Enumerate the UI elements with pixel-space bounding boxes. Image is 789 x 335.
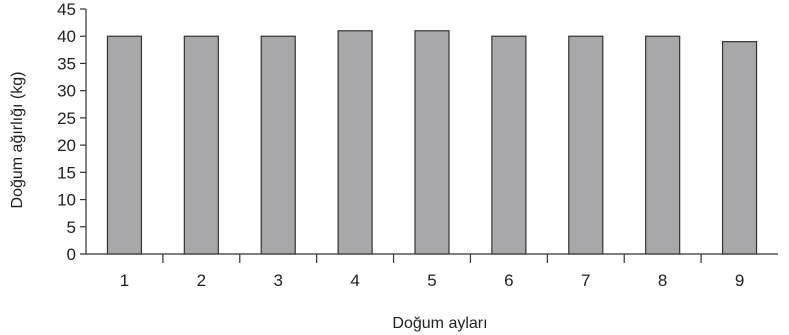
bar [645,35,681,255]
y-tick-label: 10 [57,191,76,210]
x-tick-label: 4 [350,271,359,290]
bar [491,35,527,255]
y-axis-title: Doğum ağırlığı (kg) [9,72,26,209]
bar [337,30,373,255]
y-tick-label: 5 [67,218,76,237]
y-tick-label: 35 [57,54,76,73]
bar [414,30,450,255]
x-tick-label: 6 [504,271,513,290]
bar [106,35,143,255]
y-tick-label: 30 [57,82,76,101]
x-tick-label: 3 [273,271,282,290]
y-tick-label: 25 [57,109,76,128]
x-tick-label: 9 [735,271,744,290]
x-tick-label: 7 [581,271,590,290]
y-axis: 0 5 10 15 20 25 30 35 40 45 [57,0,87,264]
x-tick-label: 1 [120,271,129,290]
x-axis: 1 2 3 4 5 6 7 8 9 [86,253,778,290]
bar [568,35,604,255]
y-tick-label: 45 [57,0,76,19]
bar [721,41,758,255]
y-tick-label: 0 [67,245,76,264]
y-tick-label: 15 [57,163,76,182]
y-tick-label: 20 [57,136,76,155]
x-tick-label: 2 [197,271,206,290]
y-tick-label: 40 [57,27,76,46]
bars [106,30,758,255]
x-tick-label: 8 [658,271,667,290]
x-axis-title: Doğum ayları [392,315,487,332]
x-tick-label: 5 [427,271,436,290]
bar [260,35,296,255]
bar [183,35,219,255]
